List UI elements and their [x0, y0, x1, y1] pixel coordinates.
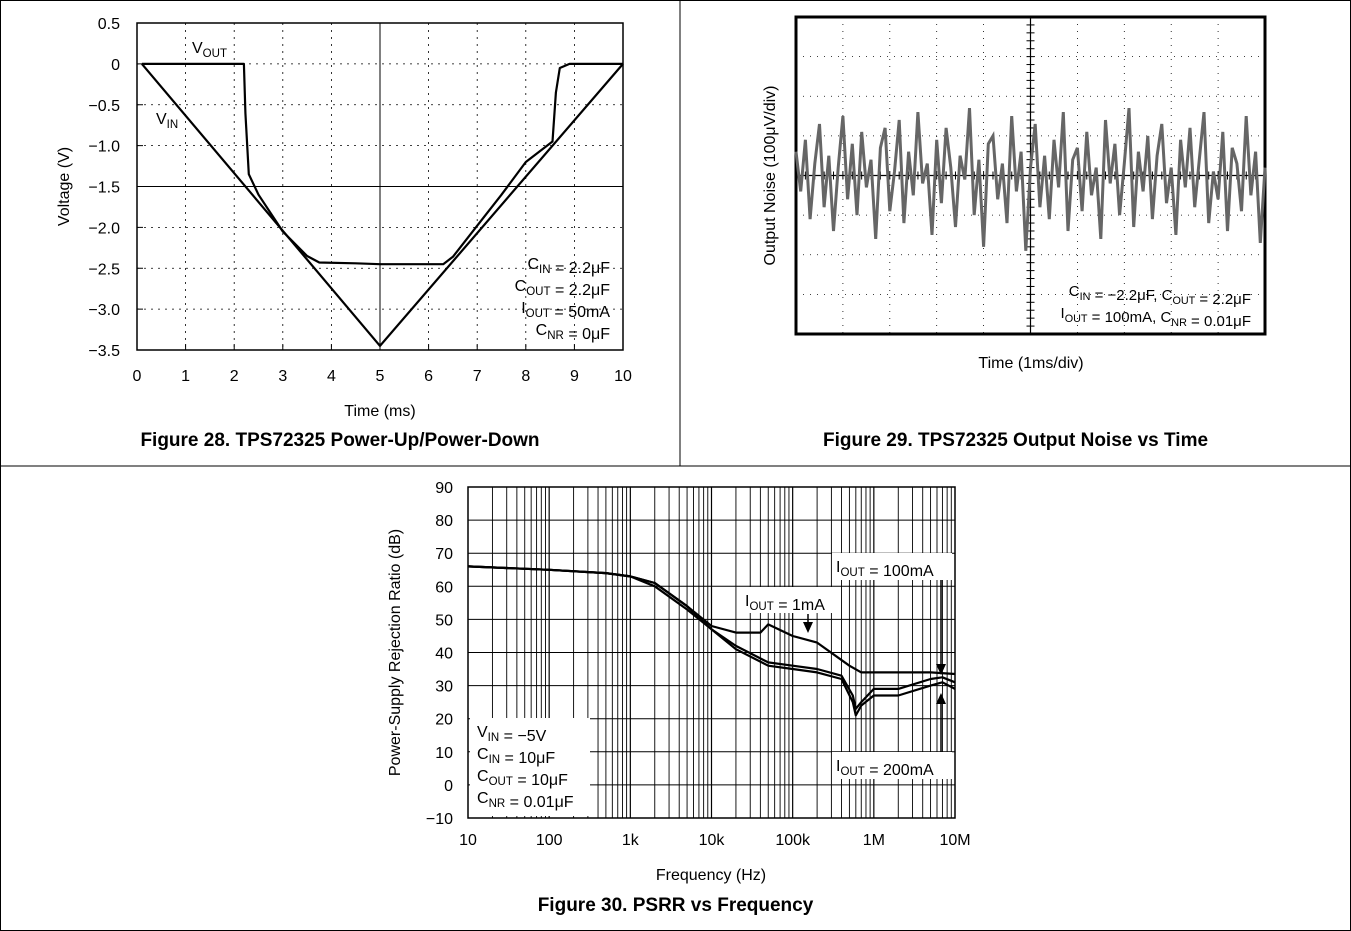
condition-label: CIN = 2.2μF — [527, 256, 610, 277]
y-axis-title: Power-Supply Rejection Ratio (dB) — [387, 529, 404, 776]
iout-100ma-label: IOUT = 100mA — [836, 559, 934, 580]
y-tick-label: −10 — [426, 811, 453, 828]
y-tick-label: −3.5 — [88, 343, 120, 360]
condition-label: IOUT = 50mA — [521, 300, 610, 321]
x-tick-label: 100 — [536, 832, 563, 849]
x-tick-label: 6 — [424, 368, 433, 385]
x-tick-label: 0 — [133, 368, 142, 385]
x-tick-label: 4 — [327, 368, 336, 385]
y-tick-label: 50 — [435, 612, 453, 629]
x-tick-label: 1k — [622, 832, 640, 849]
series-line-vout — [141, 62, 623, 266]
arrowhead-1ma — [803, 622, 813, 633]
x-axis-title: Frequency (Hz) — [656, 867, 766, 884]
psrr-chart: 10 100 1k 10k 100k 1M 10M9080706050403020100−1… — [387, 480, 971, 884]
y-tick-label: 30 — [435, 679, 453, 696]
y-tick-label: −1.0 — [88, 139, 120, 156]
x-axis-title: Time (1ms/div) — [978, 355, 1083, 372]
condition-label: CIN = −2.2μF, COUT = 2.2μF — [1069, 283, 1251, 308]
output-noise-chart: Time (1ms/div) Output Noise (100μV/div) CI… — [762, 15, 1267, 372]
y-tick-label: 70 — [435, 546, 453, 563]
iout-200ma-label: IOUT = 200mA — [836, 758, 934, 779]
x-tick-label: 1 — [181, 368, 190, 385]
figure-30-caption: Figure 30. PSRR vs Frequency — [537, 895, 814, 916]
condition-label: COUT = 10μF — [477, 768, 568, 789]
y-tick-label: 40 — [435, 646, 453, 663]
y-axis-title: Output Noise (100μV/div) — [762, 86, 779, 266]
psrr-line-3 — [467, 565, 956, 717]
y-tick-label: 10 — [435, 745, 453, 762]
x-tick-label: 5 — [376, 368, 385, 385]
x-tick-label: 3 — [278, 368, 287, 385]
y-tick-label: 90 — [435, 480, 453, 497]
x-tick-label: 10k — [699, 832, 726, 849]
x-tick-label: 2 — [230, 368, 239, 385]
condition-label: CNR = 0μF — [536, 322, 611, 343]
x-axis-title: Time (ms) — [344, 403, 415, 420]
y-axis-title: Voltage (V) — [56, 147, 73, 226]
arrowhead-100ma — [936, 664, 946, 675]
iout-1ma-label: IOUT = 1mA — [745, 593, 825, 614]
y-tick-label: −2.0 — [88, 220, 120, 237]
vin-label: VIN — [156, 111, 178, 131]
vout-label: VOUT — [192, 40, 227, 60]
condition-label: VIN = −5V — [477, 724, 547, 745]
x-tick-label: 1M — [863, 832, 885, 849]
noise-trace — [794, 107, 1267, 251]
condition-label: CIN = 10μF — [477, 746, 555, 767]
y-tick-label: 0.5 — [98, 16, 120, 33]
y-tick-label: 0 — [111, 57, 120, 74]
y-tick-label: 0 — [444, 778, 453, 795]
y-tick-label: 20 — [435, 712, 453, 729]
power-up-down-chart: 0 1 2 3 4 5 6 7 8 9 10 0.5 0 −0.5 −1.0 −1.5 −2.0 −2.5 −3.0… — [56, 16, 632, 420]
condition-label: IOUT = 100mA, CNR = 0.01μF — [1061, 305, 1251, 330]
x-tick-label: 10M — [939, 832, 970, 849]
x-tick-label: 7 — [473, 368, 482, 385]
figure-29-caption: Figure 29. TPS72325 Output Noise vs Time — [822, 430, 1209, 451]
series-line-vin — [141, 63, 624, 347]
y-tick-label: −1.5 — [88, 180, 120, 197]
x-tick-label: 8 — [521, 368, 530, 385]
x-tick-label: 100k — [775, 832, 811, 849]
x-tick-label: 9 — [570, 368, 579, 385]
y-tick-label: 80 — [435, 513, 453, 530]
x-tick-label: 10 — [459, 832, 477, 849]
figure-28-caption: Figure 28. TPS72325 Power-Up/Power-Down — [140, 430, 540, 451]
label-bg — [832, 752, 952, 779]
y-tick-label: −2.5 — [88, 261, 120, 278]
y-tick-label: −3.0 — [88, 302, 120, 319]
condition-label: COUT = 2.2μF — [515, 278, 611, 299]
label-bg — [470, 718, 590, 816]
label-bg — [741, 587, 839, 613]
x-tick-label: 10 — [614, 368, 632, 385]
arrowhead-200ma — [936, 693, 946, 704]
y-tick-label: 60 — [435, 579, 453, 596]
y-tick-label: −0.5 — [88, 98, 120, 115]
label-bg — [832, 553, 952, 580]
condition-label: CNR = 0.01μF — [477, 790, 574, 811]
plot-frame — [467, 486, 956, 819]
